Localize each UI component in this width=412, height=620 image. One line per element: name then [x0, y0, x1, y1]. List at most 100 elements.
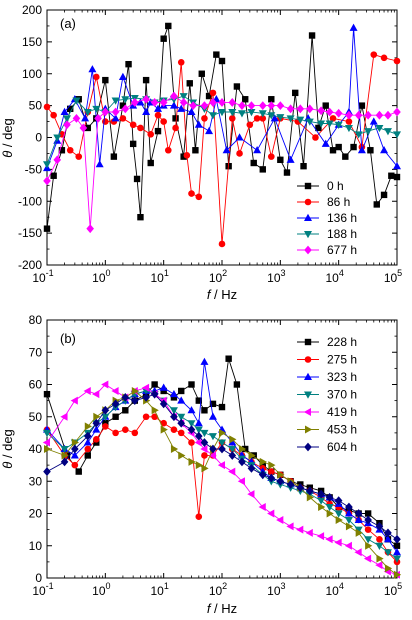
- panel-b: 10-1 100 101 102 103 104 10501020304050607080 …: [0, 313, 402, 616]
- data-point: [283, 169, 291, 176]
- data-point: [187, 425, 196, 435]
- panel-a-ylabel: θ / deg: [0, 118, 15, 158]
- data-point: [42, 438, 50, 447]
- data-point: [200, 101, 209, 111]
- data-point: [93, 412, 101, 421]
- x-tick-base: 10: [92, 271, 106, 285]
- data-point: [267, 509, 275, 518]
- x-tick-exponent: 5: [397, 581, 402, 591]
- data-point: [358, 102, 366, 109]
- data-point: [170, 394, 178, 401]
- data-point: [375, 522, 384, 531]
- data-point: [317, 497, 326, 505]
- data-point: [286, 104, 295, 114]
- data-point: [286, 155, 295, 163]
- data-point: [180, 153, 187, 160]
- x-tick-exponent: 3: [281, 268, 286, 278]
- x-tick-exponent: 5: [397, 268, 402, 278]
- data-point: [306, 104, 314, 114]
- data-point: [71, 444, 79, 454]
- legend-label: 604 h: [327, 440, 357, 454]
- x-tick-exponent: -1: [46, 268, 54, 278]
- data-point: [325, 120, 334, 128]
- data-point: [84, 124, 91, 132]
- panel-a-label: (a): [60, 16, 76, 31]
- data-point: [177, 429, 185, 437]
- data-point: [388, 172, 395, 179]
- data-point: [267, 473, 276, 483]
- data-point: [345, 522, 354, 531]
- data-point: [43, 467, 51, 476]
- data-point: [84, 445, 92, 453]
- data-point: [286, 115, 295, 123]
- data-point: [205, 92, 213, 100]
- data-point: [317, 106, 325, 116]
- data-point: [131, 396, 139, 406]
- data-point: [259, 166, 266, 173]
- x-tick-label: 103: [267, 581, 285, 598]
- data-point: [201, 115, 208, 122]
- y-tick-label: -50: [25, 162, 43, 176]
- data-point: [325, 107, 334, 117]
- data-point: [209, 444, 217, 454]
- data-point: [177, 58, 185, 66]
- data-point: [177, 413, 186, 421]
- data-point: [70, 396, 78, 405]
- panel-a-xlabel: f / Hz: [207, 287, 237, 302]
- data-point: [376, 554, 384, 563]
- data-point: [325, 492, 334, 502]
- x-tick-base: 10: [150, 584, 164, 598]
- data-point: [384, 528, 392, 538]
- data-point: [111, 97, 120, 105]
- data-point: [322, 102, 329, 109]
- data-point: [189, 101, 197, 111]
- data-point: [325, 504, 334, 512]
- data-point: [334, 108, 343, 118]
- data-point: [66, 146, 74, 154]
- data-point: [170, 445, 179, 453]
- x-tick-base: 10: [384, 271, 398, 285]
- data-point: [71, 461, 79, 469]
- data-point: [219, 428, 227, 437]
- data-point: [129, 140, 137, 148]
- data-point: [92, 105, 101, 114]
- data-point: [393, 534, 401, 544]
- data-point: [325, 535, 333, 544]
- panel-a-ticks: 10-1 100 101 102 103 104 105-200-150-100-50050…: [18, 3, 402, 285]
- data-point: [344, 124, 353, 133]
- data-point: [81, 114, 90, 122]
- data-point: [169, 407, 178, 415]
- legend-marker: [304, 391, 312, 399]
- data-point: [188, 457, 196, 466]
- x-tick-base: 10: [267, 271, 281, 285]
- data-point: [70, 451, 79, 459]
- data-point: [354, 526, 363, 534]
- data-point: [233, 381, 241, 388]
- x-tick-label: 104: [325, 268, 343, 285]
- data-point: [208, 451, 216, 460]
- data-point: [380, 146, 389, 154]
- data-point: [101, 107, 110, 117]
- data-point: [200, 445, 208, 453]
- data-point: [335, 515, 343, 524]
- y-tick-label: 0: [35, 571, 42, 585]
- data-point: [228, 115, 236, 122]
- legend-label: 136 h: [327, 211, 357, 225]
- data-point: [306, 486, 314, 496]
- legend-label: 188 h: [327, 227, 357, 241]
- legend-marker: [304, 372, 312, 380]
- data-point: [228, 98, 237, 107]
- data-point: [312, 134, 319, 141]
- data-point: [172, 115, 179, 122]
- data-point: [218, 240, 226, 248]
- y-tick-label: -150: [18, 226, 42, 240]
- legend-label: 370 h: [327, 388, 357, 402]
- data-point: [137, 124, 144, 132]
- data-point: [60, 446, 69, 454]
- data-point: [154, 127, 162, 135]
- data-point: [267, 468, 275, 475]
- data-point: [253, 146, 262, 154]
- legend-label: 0 h: [327, 179, 344, 193]
- x-tick-label: 104: [325, 581, 343, 598]
- x-tick-exponent: 3: [281, 581, 286, 591]
